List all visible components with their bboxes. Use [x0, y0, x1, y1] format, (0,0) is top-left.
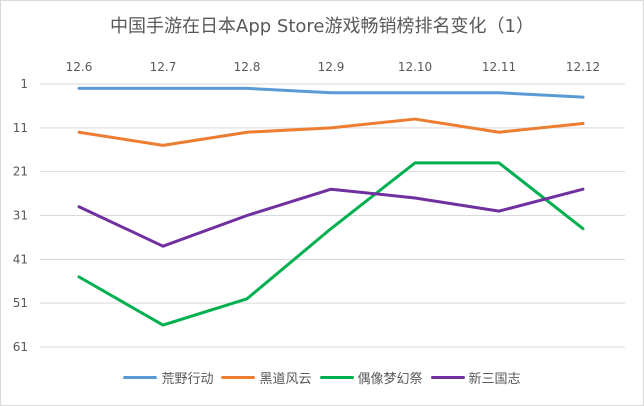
- series-line: [77, 117, 585, 147]
- y-tick-label: 31: [13, 209, 28, 223]
- y-tick-label: 41: [13, 252, 28, 266]
- legend-item: 荒野行动: [123, 368, 213, 387]
- legend-swatch: [319, 376, 354, 379]
- legend-swatch: [430, 376, 465, 379]
- x-tick-label: 12.12: [566, 60, 600, 74]
- legend-swatch: [123, 376, 158, 379]
- series-line: [77, 86, 585, 99]
- legend-label: 偶像梦幻祭: [357, 372, 423, 387]
- x-tick-label: 12.10: [398, 60, 432, 74]
- legend: 荒野行动 黑道风云 偶像梦幻祭 新三国志: [0, 368, 644, 387]
- y-tick-label: 21: [13, 165, 28, 179]
- legend-item: 黑道风云: [221, 368, 312, 387]
- y-tick-label: 61: [13, 340, 28, 354]
- legend-swatch: [221, 376, 256, 379]
- x-tick-label: 12.8: [234, 60, 261, 74]
- legend-label: 新三国志: [468, 372, 521, 387]
- x-tick-label: 12.9: [318, 60, 345, 74]
- x-tick-label: 12.6: [66, 60, 93, 74]
- y-tick-label: 1: [20, 77, 28, 91]
- series-line: [77, 187, 585, 248]
- legend-item: 新三国志: [430, 368, 521, 387]
- y-tick-label: 51: [13, 296, 28, 310]
- legend-label: 荒野行动: [161, 372, 214, 387]
- chart-title: 中国手游在日本App Store游戏畅销榜排名变化（1）: [110, 16, 534, 37]
- x-tick-label: 12.11: [482, 60, 516, 74]
- y-tick-label: 11: [13, 121, 28, 135]
- x-tick-label: 12.7: [150, 60, 177, 74]
- series-line: [77, 161, 585, 327]
- legend-item: 偶像梦幻祭: [319, 368, 423, 387]
- legend-label: 黑道风云: [259, 372, 312, 387]
